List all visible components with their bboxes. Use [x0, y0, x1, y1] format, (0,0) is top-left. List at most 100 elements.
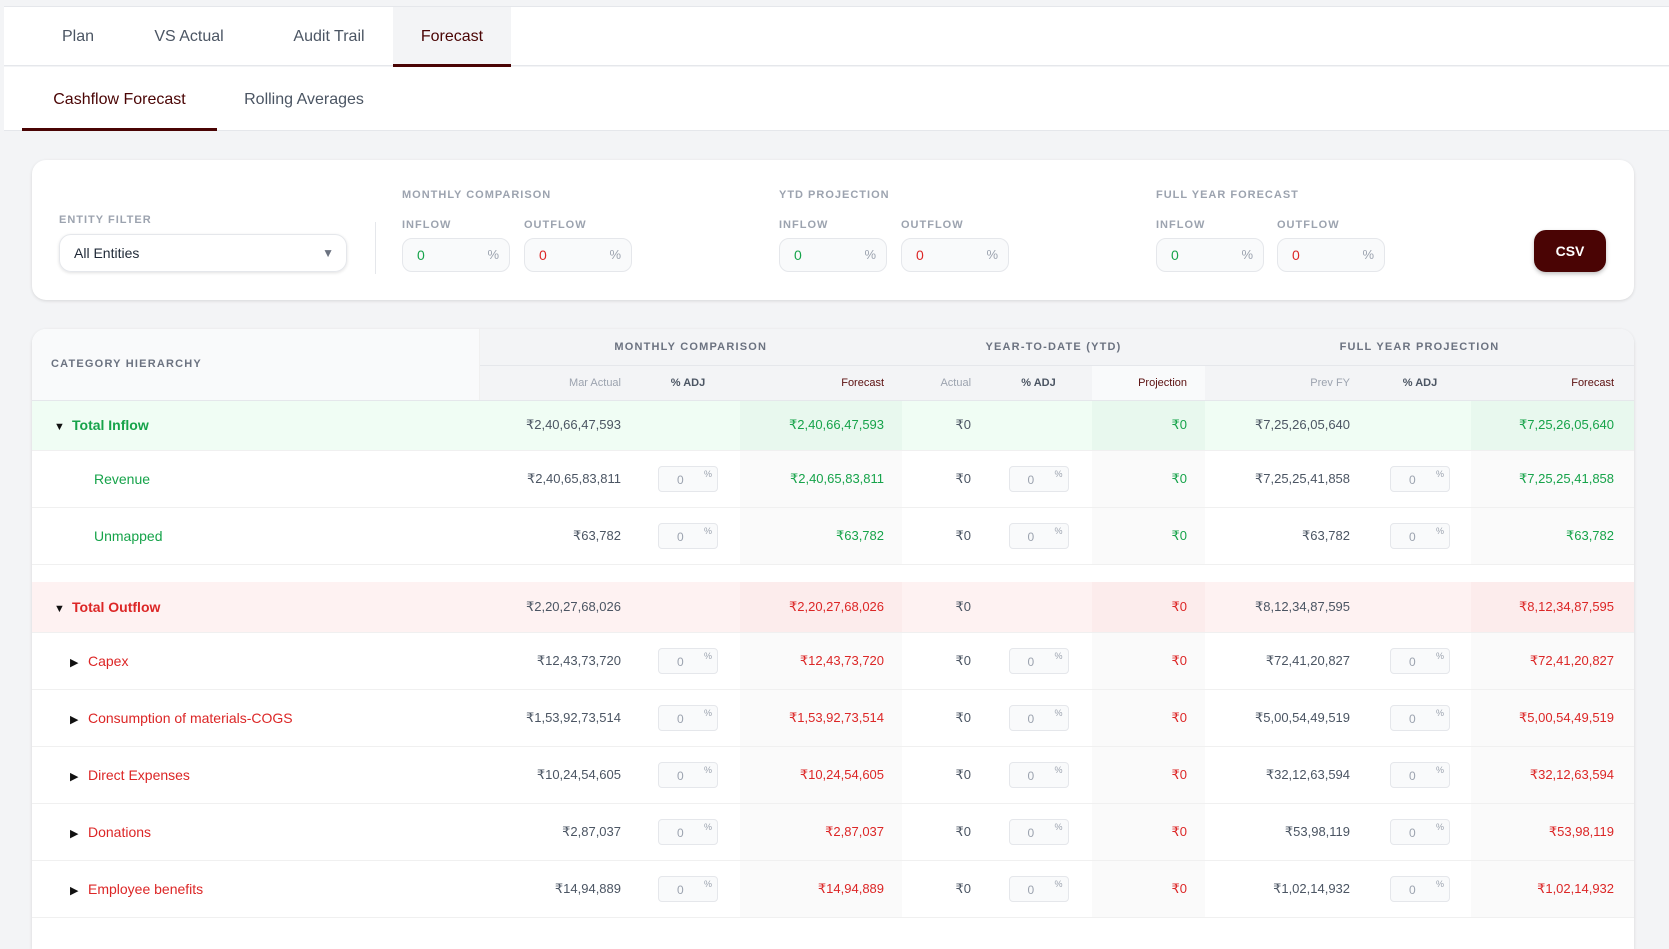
percent-sign: %: [1436, 468, 1445, 479]
adj-percent-input[interactable]: 0%: [1390, 647, 1451, 674]
expanded-caret-icon[interactable]: ▼: [54, 421, 65, 433]
monthly-inflow-label: INFLOW: [402, 219, 452, 231]
adj-cell: 0%: [636, 632, 740, 690]
fy-outflow-input[interactable]: 0%: [1277, 238, 1385, 272]
collapsed-caret-icon[interactable]: ▶: [70, 656, 79, 669]
csv-export-button[interactable]: CSV: [1534, 230, 1606, 272]
percent-sign: %: [1436, 878, 1445, 889]
table-row[interactable]: ▶ Employee benefits ₹14,94,889 0% ₹14,94,889…: [32, 860, 1634, 918]
adj-percent-input[interactable]: 0%: [1390, 522, 1451, 549]
adj-percent-input[interactable]: 0%: [1008, 761, 1069, 788]
group-header-monthly: MONTHLY COMPARISON: [479, 329, 903, 366]
percent-sign: %: [1241, 247, 1253, 262]
actual-value: ₹0: [902, 507, 986, 565]
adj-percent-input[interactable]: 0%: [1390, 465, 1451, 492]
forecast-table-card: CATEGORY HIERARCHY MONTHLY COMPARISON YE…: [32, 329, 1634, 949]
adj-percent-input[interactable]: 0%: [1008, 465, 1069, 492]
adj-percent-input[interactable]: 0%: [658, 818, 718, 845]
tab-rolling-averages[interactable]: Rolling Averages: [244, 91, 364, 108]
actual-value: ₹7,25,26,05,640: [1205, 400, 1370, 451]
caret-down-icon: ▼: [322, 246, 334, 260]
ytd-outflow-input[interactable]: 0%: [901, 238, 1009, 272]
adj-percent-input[interactable]: 0%: [1008, 522, 1069, 549]
adj-percent-input[interactable]: 0%: [1390, 704, 1451, 731]
category-cell: ▼ Total Outflow: [32, 582, 479, 633]
value: 0: [794, 247, 802, 263]
actual-value: ₹0: [902, 860, 986, 918]
forecast-value: ₹2,20,27,68,026: [740, 582, 903, 633]
tab-forecast[interactable]: Forecast: [393, 7, 511, 67]
col-adj: % ADJ: [636, 365, 740, 401]
category-name: Employee benefits: [88, 880, 204, 897]
adj-cell: 0%: [985, 746, 1093, 804]
collapsed-caret-icon[interactable]: ▶: [70, 827, 79, 840]
percent-sign: %: [1362, 247, 1374, 262]
value: 0: [677, 882, 684, 897]
main-tabs: Plan VS Actual Audit Trail Forecast: [4, 6, 1669, 67]
forecast-value: ₹32,12,63,594: [1471, 746, 1634, 804]
col-fy-forecast: Forecast: [1471, 365, 1634, 401]
category-cell: ▶ Capex: [32, 632, 479, 690]
percent-sign: %: [1054, 468, 1063, 479]
monthly-inflow-input[interactable]: 0%: [402, 238, 510, 272]
category-name: Unmapped: [94, 527, 163, 544]
adj-percent-input[interactable]: 0%: [1390, 875, 1451, 902]
tab-vs-actual[interactable]: VS Actual: [154, 28, 224, 45]
percent-sign: %: [864, 247, 876, 262]
percent-sign: %: [1436, 707, 1445, 718]
forecast-value: ₹10,24,54,605: [740, 746, 903, 804]
tab-plan[interactable]: Plan: [61, 28, 95, 45]
collapsed-caret-icon[interactable]: ▶: [70, 884, 79, 897]
percent-sign: %: [1054, 650, 1063, 661]
tab-cashflow-forecast[interactable]: Cashflow Forecast: [22, 67, 217, 131]
table-row[interactable]: ▶ Capex ₹12,43,73,720 0% ₹12,43,73,720 ₹0 0% ₹0…: [32, 632, 1634, 690]
ytd-projection-label: YTD PROJECTION: [779, 189, 890, 201]
actual-value: ₹0: [902, 746, 986, 804]
actual-value: ₹32,12,63,594: [1205, 746, 1370, 804]
adj-percent-input[interactable]: 0%: [1008, 875, 1069, 902]
value: 0: [1027, 882, 1035, 897]
adj-percent-input[interactable]: 0%: [658, 761, 718, 788]
forecast-value: ₹0: [1092, 803, 1206, 861]
percent-sign: %: [1436, 650, 1445, 661]
adj-percent-input[interactable]: 0%: [1008, 818, 1069, 845]
entity-filter-select[interactable]: All Entities ▼: [59, 234, 347, 272]
forecast-value: ₹72,41,20,827: [1471, 632, 1634, 690]
actual-value: ₹1,02,14,932: [1205, 860, 1370, 918]
fy-inflow-input[interactable]: 0%: [1156, 238, 1264, 272]
category-name: Revenue: [94, 470, 151, 487]
percent-sign: %: [1054, 821, 1063, 832]
table-row[interactable]: ▶ Donations ₹2,87,037 0% ₹2,87,037 ₹0 0% ₹0 ₹53,…: [32, 803, 1634, 861]
table-row[interactable]: ▶ Direct Expenses ₹10,24,54,605 0% ₹10,24,54…: [32, 746, 1634, 804]
adj-cell: 0%: [1369, 746, 1472, 804]
table-row[interactable]: ▼ Total Outflow ₹2,20,27,68,026 ₹2,20,27,68…: [32, 582, 1634, 633]
adj-percent-input[interactable]: 0%: [1390, 761, 1451, 788]
category-name: Direct Expenses: [88, 766, 190, 783]
group-header-full-year: FULL YEAR PROJECTION: [1205, 329, 1634, 366]
category-name: Donations: [88, 823, 152, 840]
sub-tabs: Cashflow Forecast Rolling Averages: [4, 67, 1669, 131]
expanded-caret-icon[interactable]: ▼: [54, 602, 65, 615]
ytd-inflow-input[interactable]: 0%: [779, 238, 887, 272]
adj-percent-input[interactable]: 0%: [658, 465, 718, 492]
actual-value: ₹2,20,27,68,026: [479, 582, 636, 633]
forecast-value: ₹8,12,34,87,595: [1471, 582, 1634, 633]
col-ytd-actual: Actual: [902, 365, 986, 401]
monthly-outflow-input[interactable]: 0%: [524, 238, 632, 272]
forecast-value: ₹5,00,54,49,519: [1471, 689, 1634, 747]
table-row[interactable]: ▼ Total Inflow ₹2,40,66,47,593 ₹2,40,66,47,…: [32, 400, 1634, 451]
adj-percent-input[interactable]: 0%: [658, 875, 718, 902]
adj-percent-input[interactable]: 0%: [658, 522, 718, 549]
adj-percent-input[interactable]: 0%: [1008, 647, 1069, 674]
tab-audit-trail[interactable]: Audit Trail: [293, 28, 365, 45]
adj-cell: 0%: [985, 803, 1093, 861]
adj-cell: 0%: [636, 450, 740, 508]
collapsed-caret-icon[interactable]: ▶: [70, 770, 79, 783]
collapsed-caret-icon[interactable]: ▶: [70, 713, 79, 726]
adj-percent-input[interactable]: 0%: [1390, 818, 1451, 845]
table-row[interactable]: ▶ Consumption of materials-COGS ₹1,53,92,7…: [32, 689, 1634, 747]
adj-percent-input[interactable]: 0%: [1008, 704, 1069, 731]
adj-percent-input[interactable]: 0%: [658, 704, 718, 731]
adj-percent-input[interactable]: 0%: [658, 647, 718, 674]
col-mar-actual: Mar Actual: [479, 365, 636, 401]
